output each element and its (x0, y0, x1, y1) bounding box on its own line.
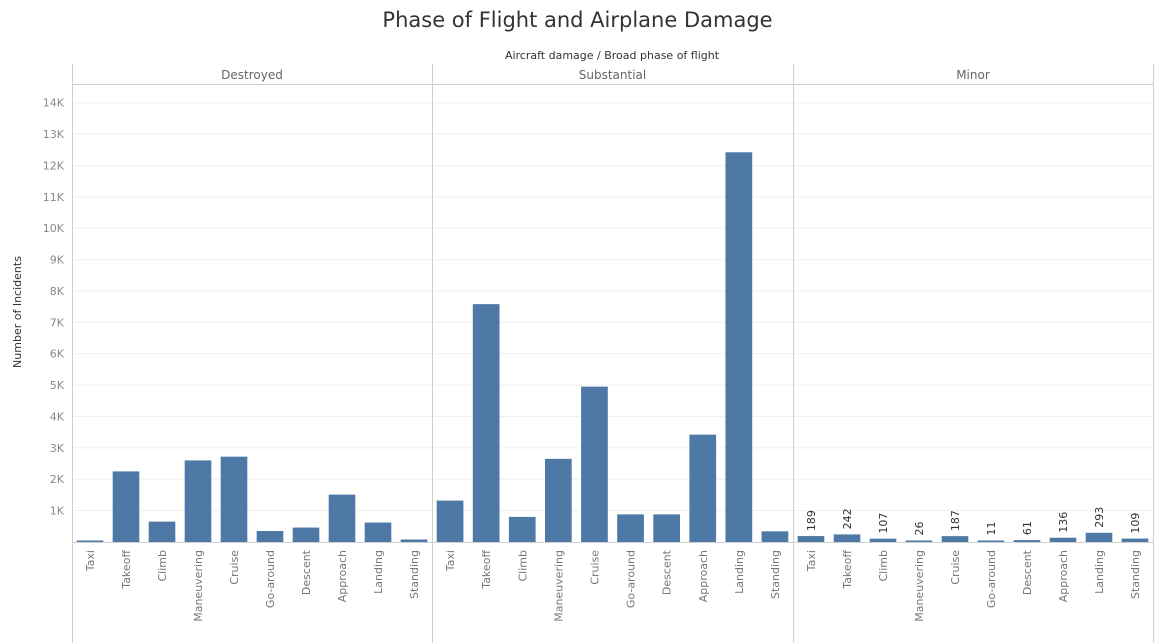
x-tick-label: Takeoff (120, 550, 133, 590)
bar[interactable] (1049, 537, 1077, 542)
bar[interactable] (1013, 540, 1041, 542)
facet-panel-label: Minor (956, 68, 990, 82)
x-tick-label: Go-around (985, 550, 998, 608)
x-tick-label: Taxi (805, 550, 818, 572)
bar[interactable] (725, 152, 753, 542)
x-tick-label: Approach (1057, 550, 1070, 602)
facet-panels: Destroyed Taxi Takeoff Climb Maneuvering Crui… (76, 68, 1149, 622)
x-tick-label: Climb (156, 550, 169, 582)
data-label: 242 (841, 508, 854, 529)
data-label: 61 (1021, 521, 1034, 535)
x-tick-label: Maneuvering (192, 550, 205, 622)
data-label: 107 (877, 513, 890, 534)
gridlines (72, 102, 1153, 512)
axes: 1K 2K 3K 4K 5K 6K 7K 8K 9K 10K 11K 12K 13K 14K (43, 64, 1154, 643)
data-label: 187 (949, 510, 962, 531)
facet-panel-destroyed: Destroyed Taxi Takeoff Climb Maneuvering Crui… (76, 68, 428, 622)
bar[interactable] (833, 534, 861, 542)
bar[interactable] (184, 460, 212, 542)
x-tick-label: Climb (516, 550, 529, 582)
facet-panel-minor: Minor Taxi 189 Takeoff 242 Climb 107 Maneuverin… (797, 68, 1149, 622)
x-tick-label: Standing (1129, 550, 1142, 599)
y-tick-label: 8K (50, 285, 65, 298)
x-tick-label: Descent (1021, 549, 1034, 595)
x-tick-label: Takeoff (480, 550, 493, 590)
y-axis-label: Number of Incidents (11, 256, 24, 368)
y-tick-label: 3K (50, 442, 65, 455)
bar[interactable] (148, 521, 176, 542)
x-tick-label: Maneuvering (913, 550, 926, 622)
x-tick-label: Taxi (444, 550, 457, 572)
x-tick-label: Approach (336, 550, 349, 602)
x-tick-label: Landing (733, 550, 746, 594)
bar[interactable] (76, 540, 104, 543)
bar[interactable] (1085, 532, 1113, 542)
bar[interactable] (869, 538, 897, 542)
data-label: 136 (1057, 512, 1070, 533)
x-tick-label: Cruise (228, 550, 241, 585)
bar[interactable] (689, 434, 717, 542)
bar[interactable] (761, 531, 789, 542)
data-label: 293 (1093, 507, 1106, 528)
bar[interactable] (941, 536, 969, 542)
x-tick-label: Standing (408, 550, 421, 599)
y-tick-label: 6K (50, 348, 65, 361)
x-tick-label: Descent (300, 549, 313, 595)
x-tick-label: Climb (877, 550, 890, 582)
x-tick-label: Approach (697, 550, 710, 602)
bar[interactable] (1121, 538, 1149, 542)
bar[interactable] (905, 540, 933, 543)
facet-header-label: Aircraft damage / Broad phase of flight (505, 49, 720, 62)
y-tick-label: 4K (50, 410, 65, 423)
x-tick-label: Go-around (625, 550, 638, 608)
bar[interactable] (977, 540, 1005, 543)
x-tick-label: Cruise (588, 550, 601, 585)
bar[interactable] (653, 514, 681, 542)
facet-panel-label: Substantial (579, 68, 646, 82)
bar[interactable] (364, 522, 392, 542)
data-label: 189 (805, 510, 818, 531)
chart-title: Phase of Flight and Airplane Damage (382, 8, 773, 32)
x-tick-label: Takeoff (841, 550, 854, 590)
y-tick-label: 13K (43, 128, 65, 141)
bar[interactable] (328, 494, 356, 542)
x-tick-label: Landing (372, 550, 385, 594)
bar[interactable] (508, 516, 536, 542)
y-tick-label: 5K (50, 379, 65, 392)
y-tick-label: 12K (43, 159, 65, 172)
bar[interactable] (112, 471, 140, 542)
bar[interactable] (220, 456, 248, 542)
facet-panel-label: Destroyed (221, 68, 283, 82)
data-label: 26 (913, 522, 926, 536)
y-tick-label: 9K (50, 254, 65, 267)
bar[interactable] (797, 536, 825, 542)
bar[interactable] (544, 458, 572, 542)
bar[interactable] (581, 386, 608, 542)
x-tick-label: Maneuvering (552, 550, 565, 622)
x-tick-label: Standing (769, 550, 782, 599)
bar[interactable] (472, 304, 500, 542)
x-tick-label: Cruise (949, 550, 962, 585)
bar[interactable] (292, 527, 320, 542)
facet-panel-substantial: Substantial Taxi Takeoff Climb Maneuvering Cr… (436, 68, 789, 622)
y-tick-label: 7K (50, 316, 65, 329)
y-tick-label: 1K (50, 505, 65, 518)
bar[interactable] (400, 539, 428, 542)
x-tick-label: Go-around (264, 550, 277, 608)
y-tick-label: 2K (50, 473, 65, 486)
y-tick-label: 14K (43, 97, 65, 110)
data-label: 109 (1129, 513, 1142, 534)
bar[interactable] (436, 500, 464, 542)
y-tick-label: 10K (43, 222, 65, 235)
x-tick-label: Descent (661, 549, 674, 595)
data-label: 11 (985, 522, 998, 536)
bar[interactable] (617, 514, 644, 542)
bar[interactable] (256, 531, 284, 542)
y-tick-label: 11K (43, 191, 65, 204)
x-tick-label: Taxi (84, 550, 97, 572)
x-tick-label: Landing (1093, 550, 1106, 594)
